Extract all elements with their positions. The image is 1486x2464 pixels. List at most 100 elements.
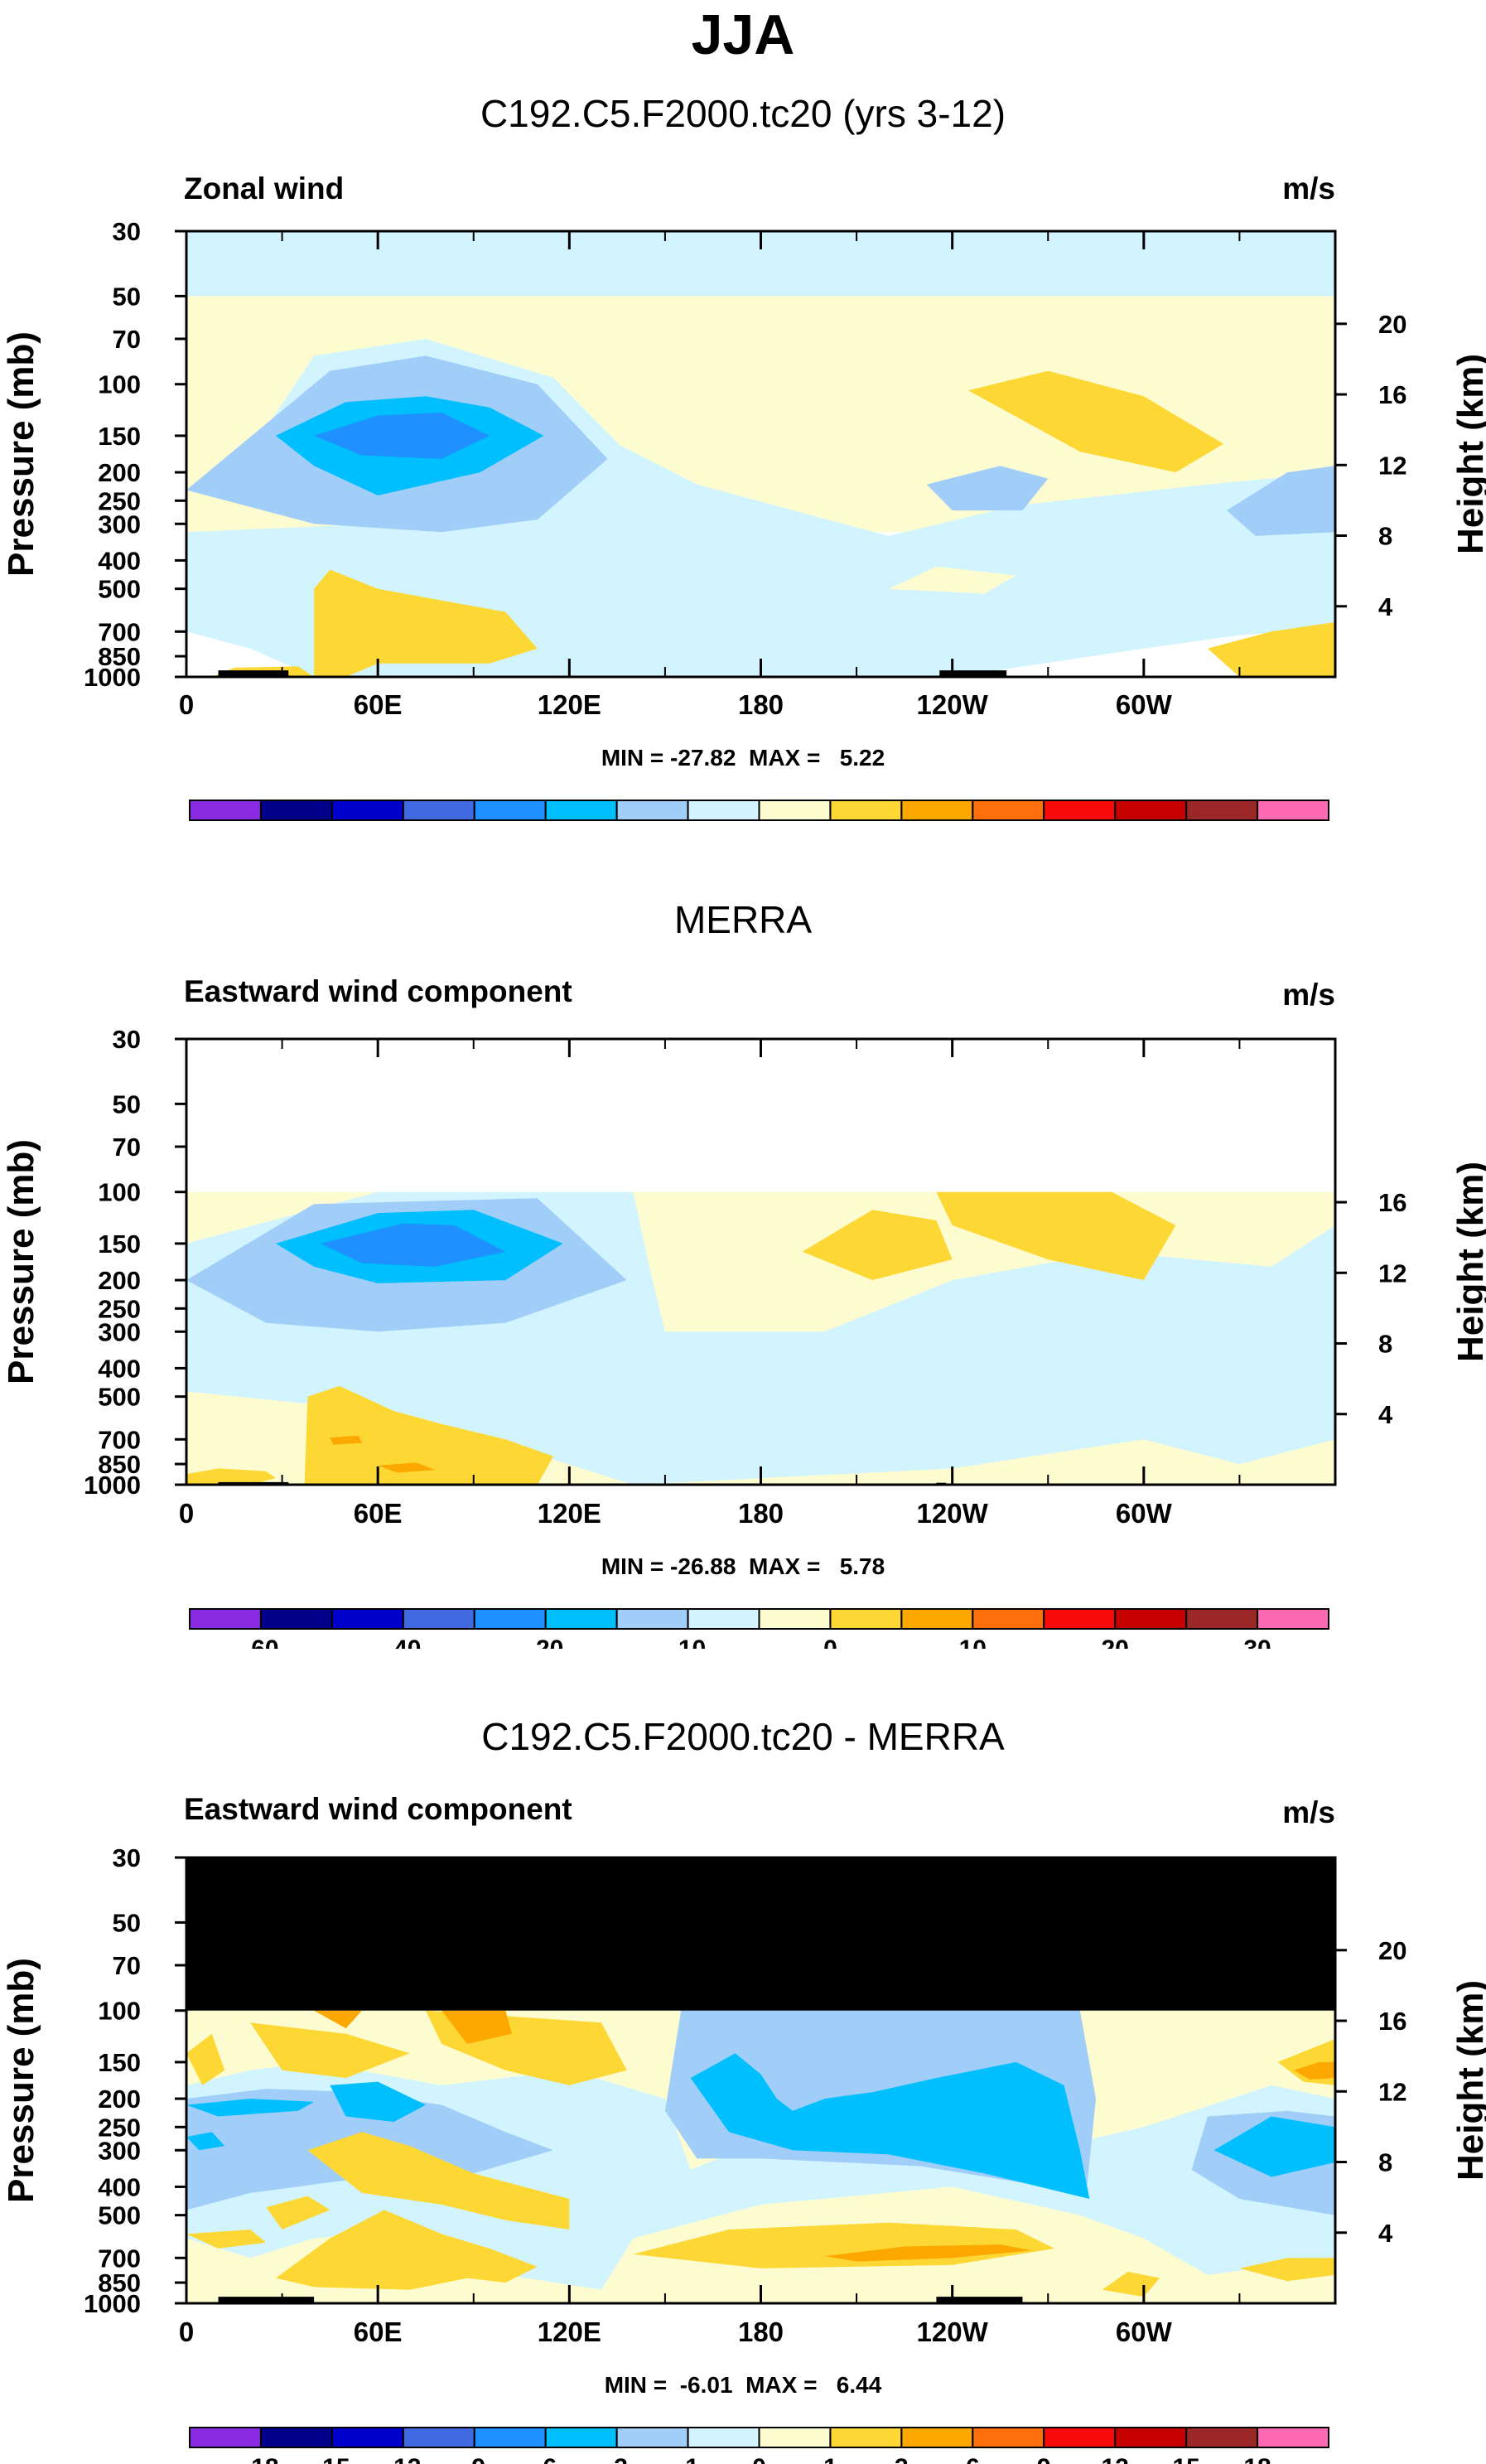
- y-tick-label: 50: [113, 1089, 141, 1118]
- y-tick-label: 50: [113, 282, 141, 311]
- contour-region: [186, 2132, 225, 2151]
- colorbar-box: [402, 800, 475, 821]
- colorbar-box: [829, 1608, 903, 1630]
- colorbar-label: -3: [605, 2454, 628, 2464]
- height-tick-label: 8: [1378, 2148, 1392, 2177]
- height-tick-label: 4: [1378, 592, 1393, 621]
- contour-region: [1213, 2116, 1335, 2177]
- contour-region: [330, 1435, 362, 1445]
- colorbar-box: [544, 1608, 618, 1630]
- height-tick-label: 12: [1378, 451, 1406, 480]
- y-tick-label: 150: [98, 422, 141, 451]
- y-tick-label: 500: [98, 2201, 141, 2230]
- x-tick-label: 180: [738, 2317, 784, 2347]
- y-tick-label: 700: [98, 2244, 141, 2273]
- colorbar-label: 10: [959, 827, 987, 829]
- contour-region: [1102, 2271, 1160, 2297]
- colorbar-box: [1043, 1608, 1117, 1630]
- height-tick-label: 4: [1378, 1400, 1393, 1429]
- contour-region: [186, 2033, 225, 2085]
- min-max-stats: MIN = -26.88 MAX = 5.78: [601, 1553, 885, 1579]
- y-tick-label: 30: [113, 1843, 141, 1872]
- x-tick-label: 0: [179, 689, 194, 720]
- colorbar-box: [189, 800, 262, 821]
- x-tick-label: 0: [179, 2317, 194, 2347]
- colorbar-box: [758, 2427, 832, 2448]
- contour-region: [266, 2196, 330, 2230]
- colorbar-box: [972, 1608, 1045, 1630]
- x-tick-label: 180: [738, 689, 784, 720]
- colorbar-label: 0: [752, 2454, 766, 2464]
- contour-region: [802, 1210, 953, 1281]
- contour-region: [186, 231, 1335, 297]
- x-tick-label: 180: [738, 1498, 784, 1529]
- plot-area: [186, 231, 1335, 677]
- y-tick-label: 30: [113, 1025, 141, 1054]
- y-tick-label: 70: [113, 1951, 141, 1980]
- y-tick-label: 150: [98, 2048, 141, 2077]
- contour-region: [378, 1462, 436, 1473]
- x-tick-label: 60W: [1116, 1498, 1173, 1529]
- units-label: m/s: [1282, 172, 1335, 205]
- y-tick-label: 850: [98, 1450, 141, 1479]
- colorbar-label: -18: [243, 2454, 278, 2464]
- height-tick-label: 4: [1378, 2219, 1393, 2248]
- contour-region: [186, 1413, 298, 1475]
- topography-mask: [939, 670, 1007, 677]
- colorbar-box: [900, 800, 974, 821]
- contour-region: [275, 2210, 538, 2290]
- colorbar-box: [1257, 800, 1329, 821]
- height-tick-label: 16: [1378, 1188, 1406, 1217]
- y-axis-title: Pressure (mb): [1, 331, 41, 577]
- contour-region: [441, 2010, 512, 2044]
- x-tick-label: 120W: [917, 2317, 989, 2347]
- y-tick-label: 500: [98, 1383, 141, 1412]
- missing-data-region: [186, 1858, 1335, 2011]
- y-tick-label: 100: [98, 370, 141, 399]
- y-tick-label: 400: [98, 1354, 141, 1383]
- contour-region: [186, 1468, 276, 1485]
- chart-title: MERRA: [674, 898, 812, 941]
- chart-title: C192.C5.F2000.tc20 (yrs 3-12): [480, 92, 1006, 135]
- chart-panel-difference: C192.C5.F2000.tc20 - MERRA Eastward wind …: [1, 1715, 1486, 2464]
- colorbar-label: 20: [1102, 827, 1129, 829]
- x-tick-label: 120E: [538, 2317, 601, 2347]
- colorbar-box: [473, 2427, 547, 2448]
- y-tick-label: 850: [98, 2268, 141, 2297]
- height-tick-label: 12: [1378, 1259, 1406, 1288]
- colorbar-box: [1114, 1608, 1188, 1630]
- y-tick-label: 250: [98, 486, 141, 515]
- colorbar-label: 18: [1243, 2454, 1271, 2464]
- x-tick-label: 120E: [538, 689, 601, 720]
- colorbar-box: [1114, 800, 1188, 821]
- contour-region: [307, 2132, 570, 2230]
- contour-region: [1227, 466, 1335, 536]
- contour-region: [1207, 621, 1335, 677]
- colorbar-box: [259, 800, 333, 821]
- colorbar-box: [1185, 800, 1259, 821]
- colorbar-box: [402, 1608, 475, 1630]
- units-label: m/s: [1282, 1795, 1335, 1829]
- colorbar-box: [1043, 800, 1117, 821]
- x-tick-label: 60E: [354, 689, 403, 720]
- contour-region: [314, 569, 538, 677]
- colorbar-box: [402, 2427, 475, 2448]
- x-tick-label: 120W: [917, 689, 989, 720]
- colorbar-box: [330, 2427, 404, 2448]
- colorbar-box: [829, 2427, 903, 2448]
- units-label: m/s: [1282, 978, 1335, 1012]
- contour-region: [936, 1191, 1176, 1281]
- y-tick-label: 500: [98, 575, 141, 604]
- colorbar-box: [900, 2427, 974, 2448]
- y-tick-label: 400: [98, 546, 141, 575]
- contour-region: [314, 2010, 362, 2029]
- min-max-stats: MIN = -6.01 MAX = 6.44: [605, 2372, 882, 2398]
- contour-region: [330, 2081, 426, 2122]
- colorbar-label: 20: [1102, 1635, 1129, 1649]
- colorbar-label: 3: [895, 2454, 909, 2464]
- variable-label: Zonal wind: [184, 172, 344, 205]
- plot-area: [186, 1858, 1335, 2303]
- colorbar-label: 30: [1243, 1635, 1271, 1649]
- height-tick-label: 16: [1378, 380, 1406, 409]
- colorbar-label: 10: [959, 1635, 987, 1649]
